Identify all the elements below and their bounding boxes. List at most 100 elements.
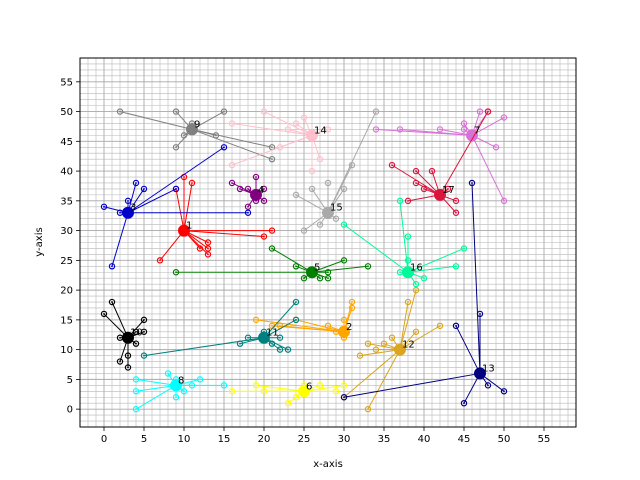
data-point	[412, 167, 420, 175]
cluster-label: 17	[442, 185, 455, 196]
cluster-11	[140, 298, 300, 359]
data-point-core	[295, 265, 297, 268]
data-point-core	[143, 318, 145, 321]
data-point-core	[479, 313, 481, 315]
data-point-core	[111, 301, 113, 303]
data-point-core	[367, 408, 369, 411]
data-point	[492, 144, 500, 151]
cluster-8	[132, 370, 228, 413]
data-point	[260, 197, 268, 205]
data-point	[196, 245, 204, 252]
data-point	[316, 382, 324, 389]
data-point	[108, 263, 116, 270]
data-point-core	[207, 241, 209, 244]
y-tick-label: 45	[60, 137, 73, 148]
data-point-core	[191, 384, 193, 387]
data-point-core	[407, 199, 409, 202]
cluster-center-marker	[394, 343, 406, 356]
data-point-core	[231, 182, 233, 184]
data-point	[500, 197, 508, 205]
data-point	[340, 257, 348, 264]
data-point-core	[239, 342, 241, 345]
data-point	[236, 340, 244, 347]
data-point	[100, 203, 108, 210]
data-point-core	[479, 110, 481, 113]
data-point-core	[319, 158, 321, 161]
data-point	[132, 405, 140, 413]
data-point-core	[343, 188, 345, 190]
data-point	[204, 239, 212, 246]
data-point	[452, 197, 460, 205]
data-point-core	[287, 128, 289, 131]
data-point	[476, 310, 484, 318]
data-point	[436, 322, 444, 330]
data-point	[420, 275, 428, 282]
data-point-core	[327, 128, 329, 131]
data-point-core	[423, 277, 425, 280]
data-point	[308, 185, 316, 193]
data-point	[364, 263, 372, 270]
data-point-core	[471, 182, 473, 184]
data-point	[292, 191, 300, 199]
data-point-core	[127, 366, 129, 369]
data-point	[252, 382, 260, 389]
data-point	[348, 304, 356, 312]
data-point	[260, 388, 268, 395]
data-point	[404, 257, 412, 264]
data-point-core	[263, 110, 265, 113]
cluster-center-marker	[170, 379, 182, 392]
data-point	[212, 132, 220, 139]
data-point	[364, 340, 372, 347]
data-point-core	[415, 289, 417, 292]
data-point-core	[271, 247, 273, 250]
cluster-spoke	[343, 372, 481, 398]
y-tick-label: 30	[60, 226, 73, 237]
y-tick-label: 40	[60, 167, 73, 178]
data-point-core	[335, 330, 337, 333]
x-tick-label: 40	[418, 434, 431, 445]
cluster-spoke	[119, 111, 193, 130]
data-point-core	[319, 384, 321, 387]
data-point	[132, 376, 140, 383]
data-point	[324, 275, 332, 282]
cluster-13	[340, 179, 508, 407]
data-point-core	[175, 396, 177, 399]
data-point-core	[367, 342, 369, 345]
cluster-spoke	[359, 349, 401, 357]
data-point-core	[255, 384, 257, 387]
data-point	[268, 245, 276, 252]
data-point-core	[431, 170, 433, 172]
data-point	[268, 227, 276, 234]
data-point-core	[407, 259, 409, 262]
data-point-core	[223, 384, 225, 387]
data-point-core	[319, 223, 321, 226]
x-tick-label: 30	[338, 434, 351, 445]
data-point	[220, 108, 228, 115]
cluster-spoke	[343, 349, 401, 398]
data-point-core	[359, 354, 361, 357]
data-point	[324, 322, 332, 330]
data-point	[244, 209, 252, 216]
data-point	[460, 399, 468, 407]
cluster-label: 4	[258, 185, 264, 196]
cluster-label: 8	[178, 375, 184, 386]
cluster-spoke	[263, 301, 297, 339]
data-point-core	[303, 116, 305, 119]
data-point	[100, 310, 108, 318]
data-point-core	[263, 390, 265, 393]
data-point-core	[375, 128, 377, 131]
data-point	[340, 221, 348, 228]
data-point	[156, 257, 164, 264]
y-tick-label: 0	[67, 405, 73, 416]
data-point	[260, 185, 268, 193]
data-point-core	[183, 390, 185, 393]
data-point-core	[279, 324, 281, 327]
data-point-core	[135, 342, 137, 345]
data-point	[116, 358, 124, 365]
data-point-core	[271, 229, 273, 232]
data-point-core	[207, 253, 209, 256]
data-point	[292, 263, 300, 270]
data-point	[340, 185, 348, 193]
